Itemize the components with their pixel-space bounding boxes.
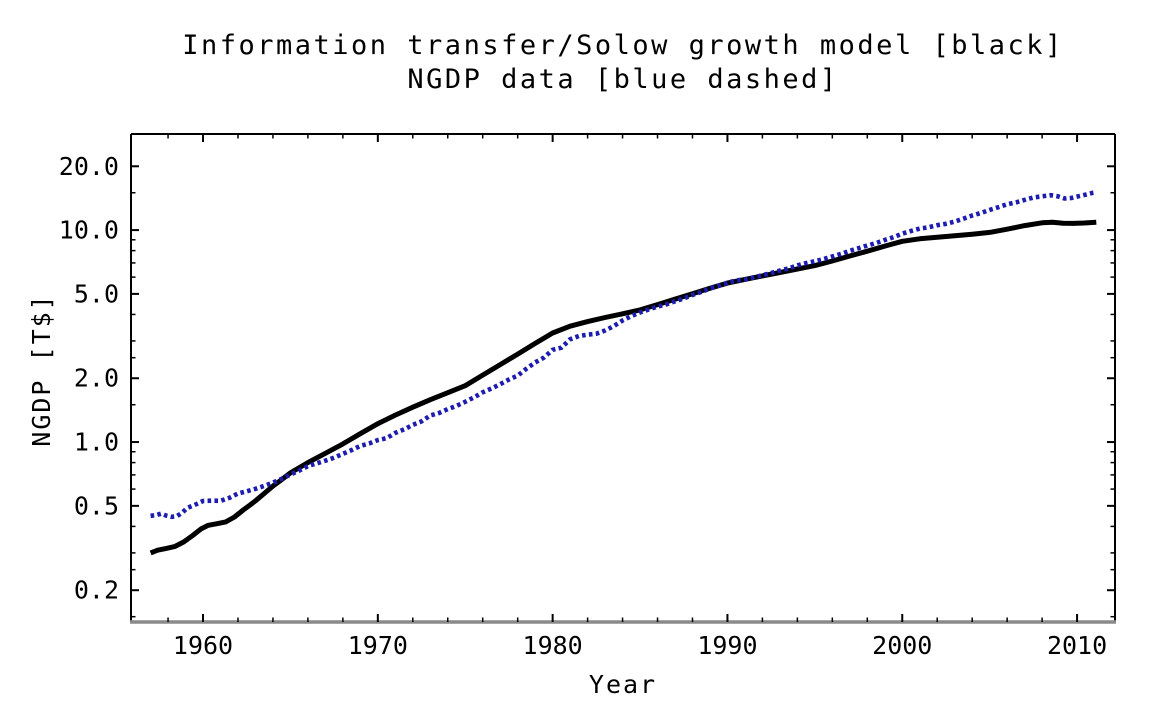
x-tick-label: 1970 [348, 631, 408, 660]
y-tick-label: 2.0 [74, 364, 119, 393]
y-tick-label: 20.0 [59, 152, 119, 181]
x-tick-label: 1980 [523, 631, 583, 660]
y-tick-label: 0.2 [74, 576, 119, 605]
x-tick-label: 2000 [872, 631, 932, 660]
y-tick-label: 0.5 [74, 491, 119, 520]
x-axis-label: Year [588, 670, 658, 699]
x-tick-label: 2010 [1047, 631, 1107, 660]
x-tick-label: 1990 [697, 631, 757, 660]
y-tick-label: 5.0 [74, 279, 119, 308]
x-tick-label: 1960 [173, 631, 233, 660]
y-axis-label: NGDP [T$] [27, 293, 56, 447]
y-tick-label: 1.0 [74, 428, 119, 457]
chart-title-line1: Information transfer/Solow growth model … [182, 30, 1064, 61]
model-line [149, 219, 1097, 556]
ngdp-data-line [150, 189, 1097, 520]
y-tick-label: 10.0 [59, 216, 119, 245]
chart-title-line2: NGDP data [blue dashed] [407, 64, 839, 95]
chart-title: Information transfer/Solow growth model … [131, 29, 1115, 97]
